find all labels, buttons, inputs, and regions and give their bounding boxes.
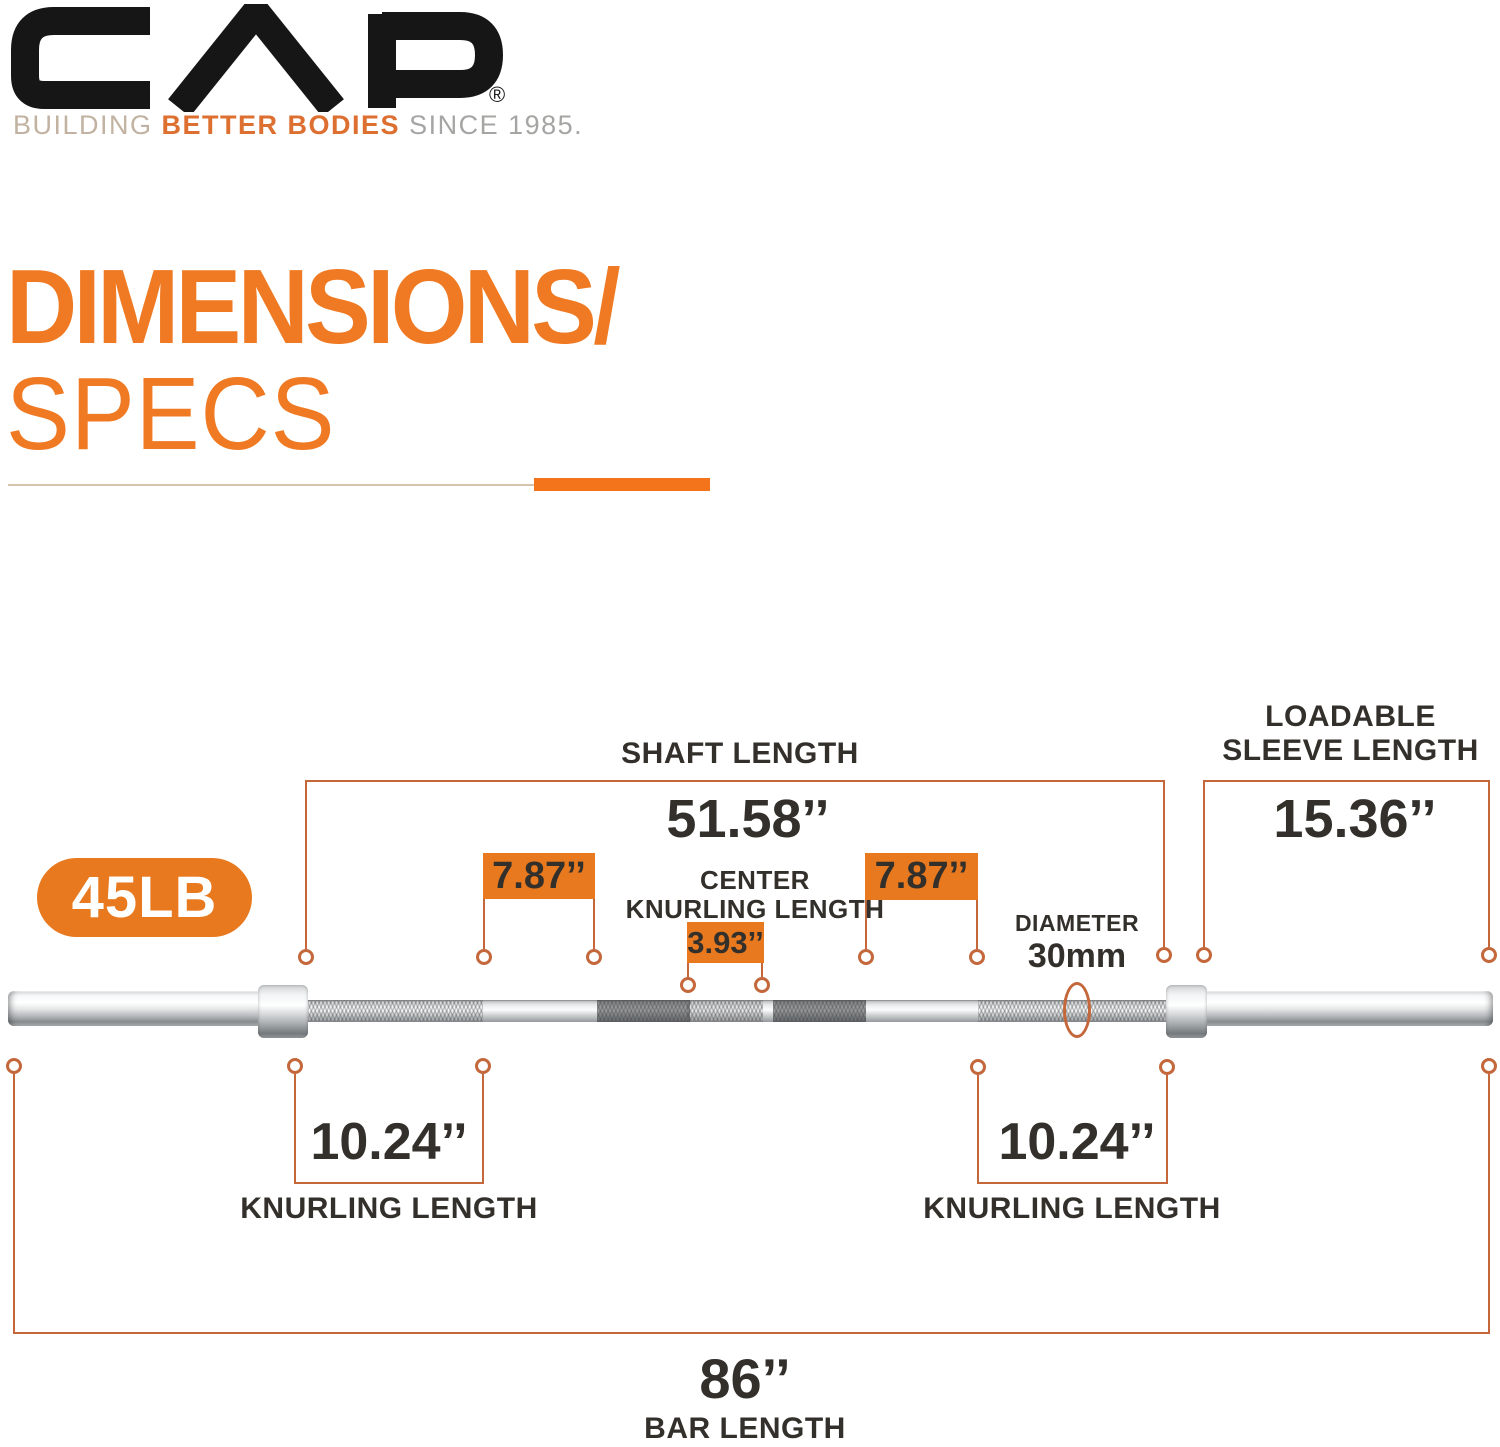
connector-dot <box>1481 1058 1497 1074</box>
bracket-leg <box>687 963 689 977</box>
bracket-leg <box>294 1074 296 1184</box>
barbell-right-sleeve <box>1207 991 1493 1026</box>
sleeve-length-label: LOADABLE SLEEVE LENGTH <box>1198 700 1500 768</box>
connector-dot <box>287 1058 303 1074</box>
knurl-texture <box>773 1000 866 1022</box>
bracket-leg <box>976 900 978 949</box>
center-knurling-label-line1: CENTER <box>700 865 810 895</box>
tagline-since: SINCE 1985. <box>400 110 584 140</box>
bracket-leg <box>761 963 763 977</box>
sleeve-length-bracket <box>1204 780 1490 782</box>
tagline-building: BUILDING <box>13 110 162 140</box>
diameter-value: 30mm <box>1027 937 1127 975</box>
bar-length-value: 86’’ <box>699 1347 791 1410</box>
sleeve-length-value: 15.36’’ <box>1273 789 1437 849</box>
center-knurl-texture <box>687 1000 763 1022</box>
barbell-left-collar <box>258 985 308 1038</box>
bracket-leg <box>1166 1075 1168 1184</box>
barbell-right-collar <box>1166 985 1207 1038</box>
connector-dot <box>1156 947 1172 963</box>
sleeve-length-label-line2: SLEEVE LENGTH <box>1222 734 1479 767</box>
barbell-shaft <box>303 1000 1169 1022</box>
connector-dot <box>475 1058 491 1074</box>
left-outer-knurl-badge: 7.87’’ <box>483 853 595 899</box>
bracket-leg <box>305 780 307 949</box>
diameter-ellipse-icon <box>1063 982 1091 1038</box>
connector-dot <box>586 949 602 965</box>
page-title-line2: SPECS <box>6 356 336 471</box>
connector-dot <box>476 949 492 965</box>
right-knurling-bracket <box>977 1182 1168 1184</box>
sleeve-length-label-line1: LOADABLE <box>1265 700 1436 733</box>
right-knurling-label: KNURLING LENGTH <box>923 1192 1221 1225</box>
bracket-leg <box>1488 1074 1490 1333</box>
bar-length-bracket <box>13 1332 1490 1334</box>
page-title-line1: DIMENSIONS/ <box>6 248 621 366</box>
shaft-length-bracket <box>306 780 1165 782</box>
connector-dot <box>298 949 314 965</box>
barbell-left-sleeve <box>8 991 260 1026</box>
right-outer-knurl-badge: 7.87’’ <box>865 853 978 900</box>
left-knurling-bracket <box>294 1182 484 1184</box>
center-knurling-label: CENTER KNURLING LENGTH <box>610 866 900 924</box>
knurl-texture <box>597 1000 690 1022</box>
bracket-leg <box>593 899 595 949</box>
connector-dot <box>6 1058 22 1074</box>
heading-divider-accent <box>534 478 710 491</box>
knurl-texture <box>308 1000 483 1022</box>
bracket-leg <box>13 1074 15 1333</box>
right-knurling-value: 10.24’’ <box>998 1113 1156 1171</box>
bracket-leg <box>1203 780 1205 947</box>
weight-badge: 45LB <box>37 858 252 937</box>
connector-dot <box>969 949 985 965</box>
diameter-label: DIAMETER <box>1014 910 1140 936</box>
connector-dot <box>754 977 770 993</box>
center-knurling-badge: 3.93’’ <box>687 922 764 963</box>
bracket-leg <box>482 1074 484 1184</box>
bracket-leg <box>865 900 867 949</box>
center-knurling-label-line2: KNURLING LENGTH <box>625 894 885 924</box>
bar-length-label: BAR LENGTH <box>644 1412 846 1445</box>
shaft-length-value: 51.58’’ <box>666 789 830 849</box>
brand-tagline: BUILDING BETTER BODIES SINCE 1985. <box>13 110 583 141</box>
connector-dot <box>680 977 696 993</box>
cap-logo-icon <box>11 4 504 112</box>
bracket-leg <box>1488 780 1490 947</box>
connector-dot <box>970 1059 986 1075</box>
heading-divider-line <box>8 484 534 486</box>
connector-dot <box>858 949 874 965</box>
connector-dot <box>1481 947 1497 963</box>
connector-dot <box>1196 947 1212 963</box>
tagline-better-bodies: BETTER BODIES <box>161 110 401 140</box>
shaft-length-label: SHAFT LENGTH <box>621 737 859 770</box>
diameter-annotation: DIAMETER 30mm <box>992 910 1162 976</box>
left-knurling-label: KNURLING LENGTH <box>240 1192 538 1225</box>
bracket-leg <box>483 899 485 949</box>
left-knurling-value: 10.24’’ <box>310 1113 468 1171</box>
bracket-leg <box>1163 780 1165 947</box>
connector-dot <box>1159 1059 1175 1075</box>
bracket-leg <box>977 1075 979 1184</box>
registered-trademark-icon: ® <box>489 82 506 107</box>
